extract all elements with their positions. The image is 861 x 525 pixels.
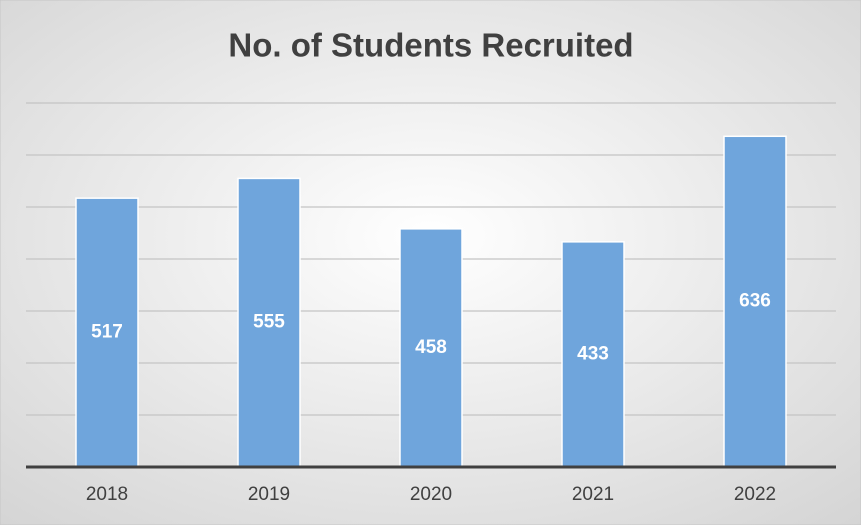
bar bbox=[723, 135, 787, 468]
x-tick-label: 2022 bbox=[734, 484, 776, 505]
x-tick-label: 2020 bbox=[410, 484, 452, 505]
bar bbox=[399, 228, 463, 468]
data-label: 517 bbox=[91, 322, 123, 343]
x-tick-label: 2019 bbox=[248, 484, 290, 505]
x-tick-label: 2021 bbox=[572, 484, 614, 505]
bar bbox=[561, 241, 625, 468]
chart-title: No. of Students Recruited bbox=[228, 27, 633, 64]
data-label: 636 bbox=[739, 291, 771, 312]
data-label: 458 bbox=[415, 337, 447, 358]
bars: 517 555 458 433 636 bbox=[75, 135, 787, 468]
data-label: 555 bbox=[253, 312, 285, 333]
bar bbox=[237, 177, 301, 468]
x-tick-label: 2018 bbox=[86, 484, 128, 505]
data-label: 433 bbox=[577, 343, 609, 364]
bar bbox=[75, 197, 139, 468]
